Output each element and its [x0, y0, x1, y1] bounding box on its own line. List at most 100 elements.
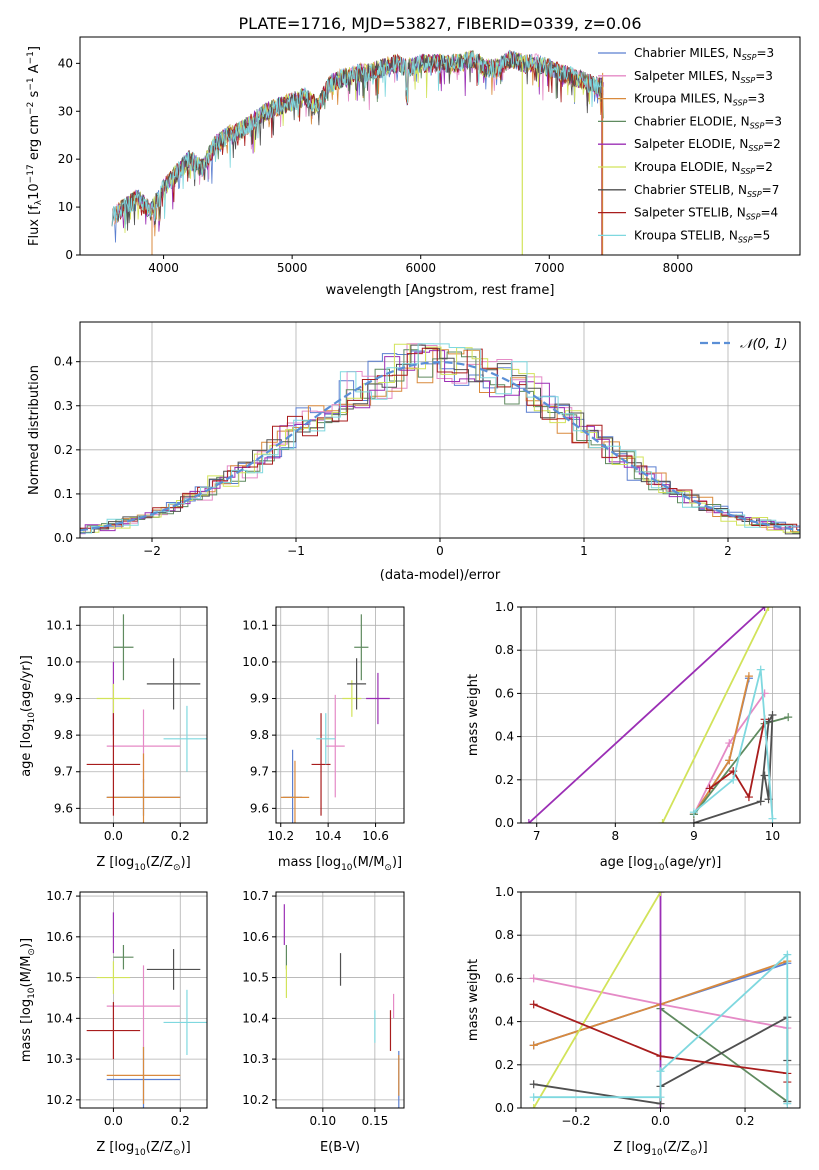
legend-label: Kroupa MILES, NSSP=3	[634, 92, 765, 108]
spectrum-line	[111, 51, 604, 231]
y-tick-label: 10.1	[46, 618, 73, 632]
y-tick-label: 0.4	[495, 730, 514, 744]
x-tick-label: 0.2	[735, 1114, 754, 1128]
y-tick-label: 10.4	[46, 1011, 73, 1025]
y-tick-label: 0.1	[54, 487, 73, 501]
weight-marker	[529, 1093, 538, 1102]
legend-label: Chabrier MILES, NSSP=3	[634, 46, 774, 62]
panel-spectrum: 4000 5000 6000 7000 8000 0 10 20 30 40 Chabrier MI…	[26, 36, 801, 298]
weight-marker	[744, 672, 753, 681]
legend-label: Kroupa ELODIE, NSSP=2	[634, 160, 773, 176]
weight-marker	[529, 1041, 538, 1050]
y-tick-label: 0.6	[495, 686, 514, 700]
y-axis-label: mass [log10(M/M⊙)]	[19, 938, 37, 1062]
axes-frame	[520, 606, 801, 824]
y-tick-label: 0.4	[495, 1015, 514, 1029]
x-tick-label: 0.15	[362, 1114, 389, 1128]
weight-line	[693, 675, 750, 815]
weight-line	[693, 669, 774, 819]
weight-marker	[760, 607, 769, 611]
y-tick-label: 0.8	[495, 928, 514, 942]
weight-marker	[725, 739, 734, 748]
x-axis-label: age [log10(age/yr)]	[600, 855, 722, 873]
y-tick-label: 9.7	[54, 765, 73, 779]
weight-marker	[529, 974, 538, 983]
normal-curve	[80, 360, 800, 532]
x-axis-label: mass [log10(M/M⊙)]	[278, 855, 402, 873]
x-tick-label: 0.2	[171, 1114, 190, 1128]
legend-label: 𝒩(0, 1)	[740, 337, 787, 352]
y-axis-label: mass weight	[466, 674, 481, 756]
y-tick-label: 10.2	[46, 1093, 73, 1107]
plot-area	[111, 49, 604, 255]
legend-label: Kroupa STELIB, NSSP=5	[634, 228, 770, 244]
x-tick-label: −1	[287, 544, 305, 558]
weight-marker	[783, 950, 792, 959]
weight-marker	[524, 819, 533, 823]
weight-marker	[689, 819, 698, 823]
plot-area	[280, 614, 390, 823]
x-tick-label: 0.0	[104, 829, 123, 843]
weight-line	[709, 719, 766, 800]
axes-frame	[79, 36, 801, 256]
y-tick-label: 0.2	[495, 1058, 514, 1072]
x-tick-label: 10	[765, 829, 780, 843]
legend-label: Salpeter MILES, NSSP=3	[634, 69, 773, 85]
plot-area	[524, 607, 793, 823]
y-tick-label: 0	[65, 248, 73, 262]
y-tick-label: 1.0	[495, 600, 514, 614]
weight-marker	[729, 775, 738, 784]
weight-line	[693, 714, 774, 823]
weight-marker	[705, 784, 714, 793]
y-tick-label: 10.5	[46, 971, 73, 985]
panel-age-vs-mass: 10.2 10.4 10.6 9.6 9.7 9.8 9.9 10.0 10.1 mass [lo…	[242, 606, 405, 873]
figure-title: PLATE=1716, MJD=53827, FIBERID=0339, z=0…	[238, 14, 641, 33]
x-tick-label: −0.2	[561, 1114, 590, 1128]
weight-marker	[768, 814, 777, 823]
panel-age-vs-Z: 0.0 0.2 9.6 9.7 9.8 9.9 10.0 10.1 Z [log10(Z/Z⊙)…	[19, 606, 208, 873]
y-tick-label: 9.8	[54, 728, 73, 742]
plot-area	[86, 614, 207, 823]
panel-mass-vs-Z: 0.0 0.2 10.2 10.3 10.4 10.5 10.6 10.7 Z [log10(Z…	[19, 889, 208, 1158]
weight-line	[659, 1007, 788, 1103]
x-tick-label: 8000	[663, 261, 694, 275]
y-tick-label: 10	[58, 200, 73, 214]
weight-marker	[756, 797, 765, 806]
weight-marker	[658, 819, 667, 823]
weight-marker	[744, 793, 753, 802]
weight-line	[532, 892, 662, 1108]
legend-label: Salpeter STELIB, NSSP=4	[634, 206, 778, 222]
x-tick-label: 1	[580, 544, 588, 558]
weight-line	[661, 607, 770, 823]
y-tick-label: 1.0	[495, 885, 514, 899]
y-tick-label: 10.6	[46, 930, 73, 944]
axes-frame	[275, 606, 405, 824]
legend: Chabrier MILES, NSSP=3 Salpeter MILES, NS…	[598, 46, 782, 244]
legend-label: Salpeter ELODIE, NSSP=2	[634, 137, 781, 153]
histogram-chabrier-stelib	[80, 344, 800, 535]
x-tick-label: 0.10	[309, 1114, 336, 1128]
x-axis-label: (data-model)/error	[380, 568, 501, 583]
weight-marker	[768, 711, 777, 719]
weight-marker	[529, 1104, 538, 1108]
weight-marker	[656, 892, 665, 896]
x-tick-label: −2	[143, 544, 161, 558]
weight-marker	[784, 713, 793, 722]
axes-frame	[275, 891, 405, 1109]
x-tick-label: 2	[724, 544, 732, 558]
y-tick-label: 10.3	[242, 1052, 269, 1066]
y-tick-label: 9.6	[250, 801, 269, 815]
x-tick-label: 0	[436, 544, 444, 558]
x-tick-label: 8	[611, 829, 619, 843]
x-axis-label: Z [log10(Z/Z⊙)]	[613, 1140, 707, 1158]
y-axis-label: Normed distribution	[27, 365, 42, 495]
x-tick-label: 5000	[277, 261, 308, 275]
x-tick-label: 7000	[534, 261, 565, 275]
histogram-kroupa-elodie	[80, 343, 800, 533]
y-tick-label: 0.0	[495, 1101, 514, 1115]
y-tick-label: 0.4	[54, 355, 73, 369]
histogram-chabrier-elodie	[80, 349, 800, 534]
panel-residuals: −2 −1 0 1 2 0.0 0.1 0.2 0.3 0.4 𝒩(0, 1) (data-model…	[27, 321, 801, 583]
x-axis-label: wavelength [Angstrom, rest frame]	[326, 283, 555, 298]
x-axis-label: Z [log10(Z/Z⊙)]	[96, 855, 190, 873]
